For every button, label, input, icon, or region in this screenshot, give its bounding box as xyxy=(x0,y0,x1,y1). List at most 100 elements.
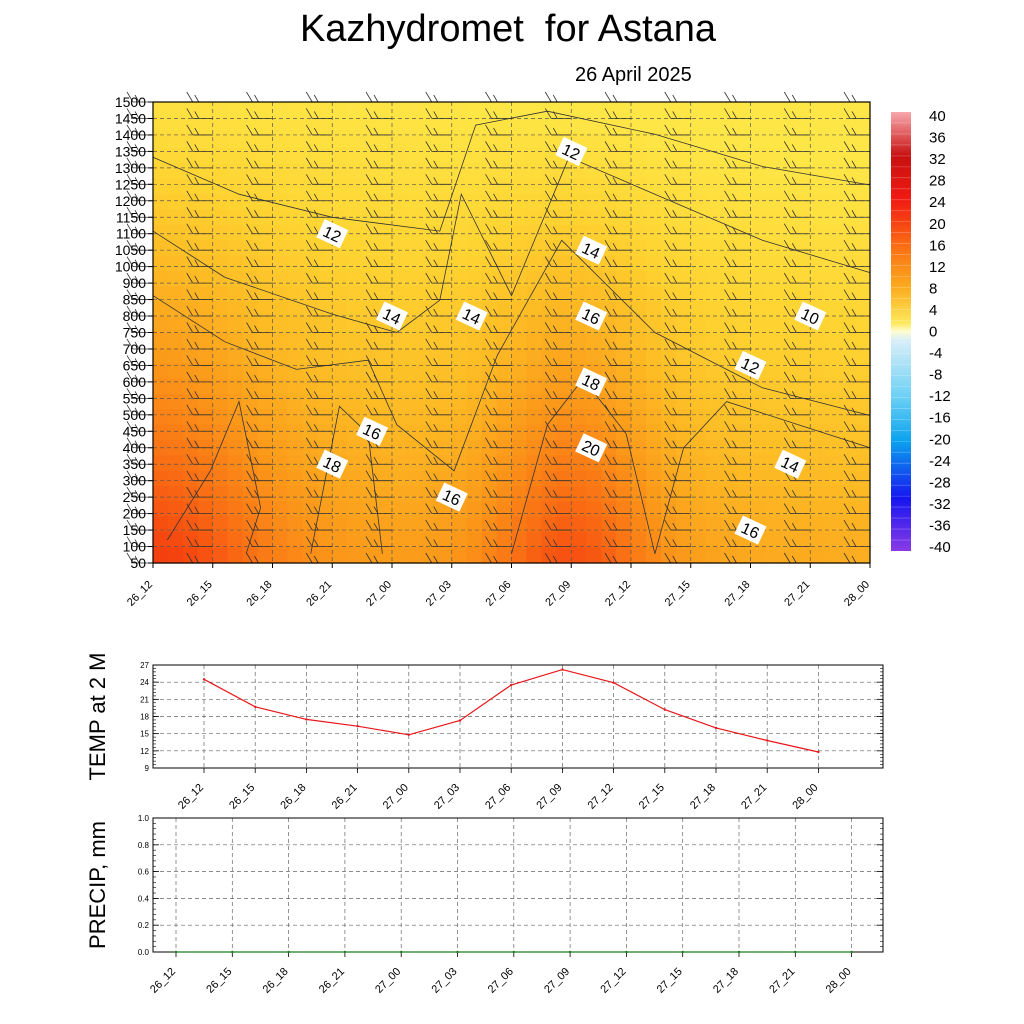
heat-cell xyxy=(212,378,229,395)
wind-barb xyxy=(186,207,213,218)
heat-cell xyxy=(451,470,468,487)
heat-cell xyxy=(645,393,662,410)
heat-cell xyxy=(257,317,274,334)
chart-subtitle: 26 April 2025 xyxy=(575,64,692,86)
wind-barb xyxy=(544,371,572,383)
wind-barb xyxy=(305,470,333,482)
heat-cell xyxy=(242,440,259,457)
heat-cell xyxy=(466,440,483,457)
heat-cell xyxy=(675,286,692,303)
wind-barb xyxy=(783,388,811,399)
heat-cell xyxy=(765,224,781,241)
heat-cell xyxy=(451,378,468,395)
heat-cell xyxy=(347,178,363,195)
heat-cell xyxy=(212,547,229,564)
wind-barb xyxy=(425,437,452,449)
heat-cell xyxy=(631,194,647,211)
heat-cell xyxy=(616,516,632,533)
heat-cell xyxy=(750,317,767,334)
heat-cell xyxy=(601,470,617,487)
wind-barb xyxy=(365,404,392,416)
heat-cell xyxy=(496,240,513,257)
heat-cell xyxy=(227,440,244,457)
y-tick-label: 900 xyxy=(123,275,147,291)
contour-label-box xyxy=(794,301,827,331)
heat-cell xyxy=(212,286,229,303)
heat-cell xyxy=(825,547,841,564)
wind-barb xyxy=(485,124,512,136)
heat-cell xyxy=(392,178,408,195)
heat-cell xyxy=(795,163,811,180)
heat-cell xyxy=(735,486,752,503)
heat-cell xyxy=(167,102,184,118)
heat-cell xyxy=(690,224,707,241)
precip-panel-data-point xyxy=(512,950,515,954)
heat-cell xyxy=(645,148,662,165)
heat-cell xyxy=(377,163,393,180)
heat-cell xyxy=(421,347,438,364)
heat-cell xyxy=(242,163,259,180)
heat-cell xyxy=(735,470,752,487)
heat-cell xyxy=(436,148,453,165)
heat-cell xyxy=(690,317,707,334)
heat-cell xyxy=(780,317,796,334)
heat-cell xyxy=(302,301,318,318)
heat-cell xyxy=(272,317,289,334)
wind-barb xyxy=(783,223,811,235)
contour-label-text: 18 xyxy=(320,454,343,477)
heat-cell xyxy=(511,271,528,287)
wind-barb xyxy=(724,454,751,465)
wind-barb xyxy=(425,272,452,284)
heat-cell xyxy=(690,532,707,549)
heat-cell xyxy=(750,286,767,303)
heat-cell xyxy=(182,301,199,318)
y-tick-label: 450 xyxy=(123,423,147,439)
heat-cell xyxy=(332,194,348,211)
wind-barb xyxy=(604,503,631,515)
heat-cell xyxy=(511,132,528,149)
contour-label-text: 16 xyxy=(440,487,463,510)
heat-cell xyxy=(556,424,572,441)
heat-cell xyxy=(227,378,244,395)
wind-barb xyxy=(365,174,392,185)
wind-barb xyxy=(425,371,452,383)
wind-barb xyxy=(724,108,751,119)
heat-cell xyxy=(556,271,572,287)
wind-barb xyxy=(544,454,572,465)
x-tick-label: 26_15 xyxy=(185,579,215,609)
wind-barb xyxy=(604,437,631,449)
heat-cell xyxy=(481,393,498,410)
wind-barb xyxy=(305,190,333,202)
heat-cell xyxy=(317,178,333,195)
wind-barb xyxy=(485,157,512,169)
heat-cell xyxy=(690,286,707,303)
heat-cell xyxy=(466,547,483,564)
heat-cell xyxy=(377,102,393,118)
wind-barb xyxy=(783,404,811,416)
wind-barb xyxy=(664,437,691,449)
heat-cell xyxy=(660,516,677,533)
colorbar-label: -28 xyxy=(929,474,951,491)
heat-cell xyxy=(616,148,632,165)
heat-cell xyxy=(795,194,811,211)
heat-cell xyxy=(392,378,408,395)
heat-cell xyxy=(601,347,617,364)
wind-barb xyxy=(186,239,213,251)
precip-panel-data-point xyxy=(174,950,178,954)
heat-cell xyxy=(287,178,303,195)
heat-cell xyxy=(153,255,169,272)
heat-cell xyxy=(272,240,289,257)
wind-barb xyxy=(724,503,751,515)
heat-cell xyxy=(855,286,871,303)
wind-barb xyxy=(664,174,691,185)
heat-cell xyxy=(556,409,572,426)
wind-barb xyxy=(305,503,333,515)
heat-cell xyxy=(765,317,781,334)
heat-cell xyxy=(586,117,602,134)
heat-cell xyxy=(496,301,513,318)
wind-barb xyxy=(485,190,512,202)
heat-cell xyxy=(675,117,692,134)
heat-cell xyxy=(421,470,438,487)
heat-cell xyxy=(690,455,707,472)
heat-cell xyxy=(332,102,348,118)
